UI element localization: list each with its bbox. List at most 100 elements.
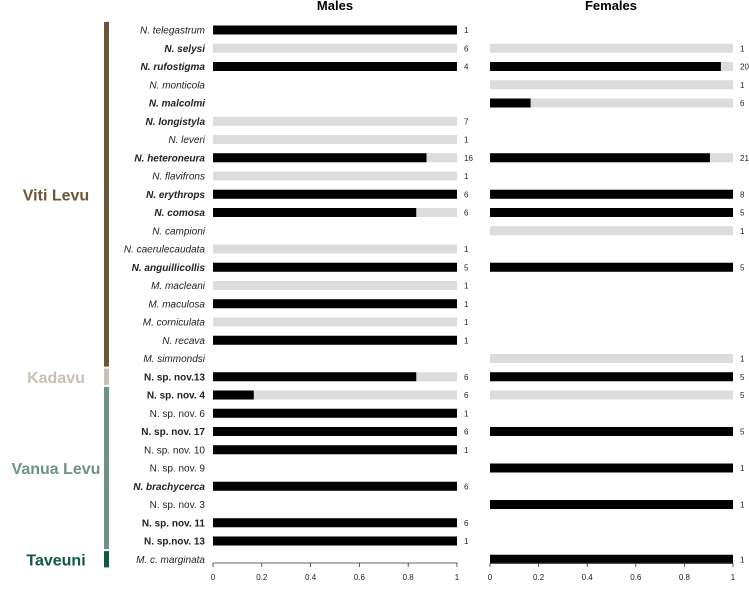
sample-size-males: 7: [464, 117, 469, 126]
bar-background-females: [490, 98, 733, 108]
species-row: N. leveri 1: [168, 135, 469, 146]
sample-size-males: 1: [464, 537, 469, 546]
species-label: N. rufostigma: [141, 62, 206, 73]
species-row: N. selysi 6 1: [164, 43, 745, 55]
bar-background-males: [213, 390, 457, 400]
sample-size-males: 1: [464, 26, 469, 35]
bar-background-males: [213, 135, 457, 144]
x-tick-label: 0: [211, 573, 216, 582]
region-bar: [104, 386, 109, 550]
sample-size-males: 6: [464, 482, 469, 491]
x-tick-label: 0.2: [256, 573, 268, 582]
bar-background-males: [213, 116, 457, 126]
species-row: N. sp. nov. 11 6: [142, 518, 469, 529]
sample-size-males: 4: [464, 63, 469, 72]
sample-size-females: 5: [740, 263, 745, 272]
sample-size-females: 5: [740, 391, 745, 400]
species-label: N. comosa: [154, 208, 205, 219]
species-row: N. sp. nov.13 6 5: [144, 372, 745, 383]
bar-females: [490, 62, 721, 71]
bar-males: [213, 372, 417, 382]
species-row: N. erythrops 6 8: [146, 189, 745, 201]
sample-size-males: 6: [464, 391, 469, 400]
species-row: N. sp. nov. 6 1: [150, 408, 469, 420]
x-tick-label: 1: [455, 573, 460, 582]
species-label: N. monticola: [149, 80, 205, 91]
species-row: N. monticola 1: [149, 80, 745, 91]
bar-males: [213, 299, 457, 309]
bar-males: [213, 153, 427, 163]
species-label: N. sp. nov. 10: [144, 445, 205, 456]
bar-females: [490, 372, 733, 382]
region-bar: [104, 551, 109, 568]
bar-males: [213, 208, 417, 217]
sample-size-males: 1: [464, 318, 469, 327]
bar-males: [213, 481, 457, 491]
species-label: N. brachycerca: [133, 482, 205, 493]
species-row: M. macleani 1: [151, 281, 469, 292]
species-row: N. comosa 6 5: [154, 208, 745, 219]
bar-background-females: [490, 354, 733, 363]
bar-background-females: [490, 226, 733, 236]
bar-background-females: [490, 43, 733, 53]
species-label: N. leveri: [168, 135, 205, 146]
sample-size-females: 1: [740, 464, 745, 473]
sample-size-females: 1: [740, 355, 745, 364]
species-row: N. longistyla 7: [146, 116, 469, 128]
sample-size-males: 16: [464, 154, 473, 163]
species-row: N. sp. nov. 3 1: [150, 500, 745, 511]
sample-size-females: 5: [740, 373, 745, 382]
sample-size-males: 1: [464, 336, 469, 345]
species-label: N. campioni: [152, 226, 206, 237]
sample-size-males: 6: [464, 44, 469, 53]
species-row: N. rufostigma 4 20: [141, 62, 749, 73]
species-row: N. sp.nov. 13 1: [144, 536, 469, 548]
species-label: N. sp. nov. 9: [150, 464, 206, 475]
sample-size-females: 6: [740, 99, 745, 108]
species-row: M. c. marginata 1: [136, 554, 745, 566]
species-label: N. flavifrons: [152, 172, 205, 183]
species-row: N. sp. nov. 4 6 5: [147, 390, 745, 402]
bar-females: [490, 427, 733, 436]
species-label: N. malcolmi: [149, 99, 205, 110]
bar-background-females: [490, 80, 733, 90]
species-row: N. malcolmi 6: [149, 98, 745, 110]
sample-size-females: 1: [740, 227, 745, 236]
bar-males: [213, 262, 457, 272]
bar-males: [213, 445, 457, 455]
sample-size-males: 6: [464, 428, 469, 437]
species-row: N. telegastrum 1: [140, 25, 469, 37]
sample-size-males: 6: [464, 190, 469, 199]
species-row: N. brachycerca 6: [133, 481, 469, 493]
bar-males: [213, 518, 457, 528]
sample-size-females: 5: [740, 209, 745, 218]
sample-size-males: 6: [464, 519, 469, 528]
sample-size-females: 1: [740, 555, 745, 564]
bar-males: [213, 408, 457, 418]
sample-size-males: 1: [464, 409, 469, 418]
bar-females: [490, 463, 733, 473]
species-label: N. longistyla: [146, 117, 206, 128]
sample-size-females: 8: [740, 190, 745, 199]
species-row: M. maculosa 1: [148, 299, 469, 310]
bar-females: [490, 189, 733, 199]
bar-background-males: [213, 43, 457, 53]
species-row: N. campioni 1: [152, 226, 745, 237]
region-label: Viti Levu: [23, 187, 89, 204]
species-label: N. erythrops: [146, 190, 205, 201]
panel-title-males: Males: [317, 0, 353, 13]
species-label: M. maculosa: [148, 299, 205, 310]
species-row: N. heteroneura 16 21: [134, 153, 749, 164]
bar-background-males: [213, 281, 457, 290]
sample-size-males: 6: [464, 209, 469, 218]
species-label: N. caerulecaudata: [124, 245, 206, 256]
bar-males: [213, 335, 457, 345]
species-row: N. caerulecaudata 1: [124, 244, 469, 256]
x-tick-label: 0.6: [354, 573, 366, 582]
bar-females: [490, 500, 733, 509]
sample-size-males: 1: [464, 172, 469, 181]
bar-background-males: [213, 171, 457, 181]
species-row: N. flavifrons 1: [152, 171, 469, 183]
species-row: M. corniculata 1: [143, 317, 469, 329]
